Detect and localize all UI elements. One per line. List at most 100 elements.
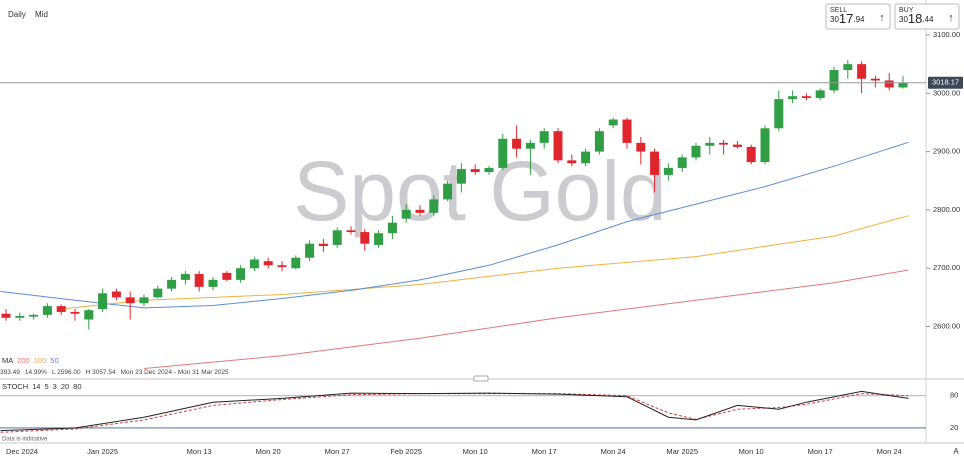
candle-body [581,151,591,164]
y-tick-label: 2700.00 [933,263,960,272]
candle-body [801,96,811,98]
candle-body [608,119,618,126]
x-tick-label: Mon 17 [532,447,557,456]
candle-body [636,142,646,152]
candle-body [443,183,453,200]
x-tick-label: Mon 20 [256,447,281,456]
candle-body [180,274,190,280]
candle-body [732,144,742,147]
stoch-tick-label: 20 [950,423,958,432]
stat: Mon 23 Dec 2024 - Mon 31 Mar 2025 [121,369,229,376]
candle-body [650,151,660,175]
buy-arrow: ↑ [948,12,954,24]
price-type[interactable]: Mid [35,10,48,19]
sell-price-part: 17 [839,11,853,26]
candle-body [663,167,673,175]
x-tick-label: Mon 10 [739,447,764,456]
sell-price-part: .94 [853,15,865,24]
x-tick-label: Mon 24 [601,447,626,456]
candle-body [788,96,798,100]
candle-body [774,99,784,129]
y-tick-label: 2800.00 [933,205,960,214]
stoch-param: 5 [44,382,48,391]
candle-body [374,233,384,245]
watermark-title: Spot Gold [293,144,667,238]
x-tick-label: Mon 17 [808,447,833,456]
ma-legend-item: 100 [34,356,47,365]
candle-body [29,314,39,317]
candle-body [98,293,108,310]
stoch-param: 80 [73,382,81,391]
x-tick-label: Mon 27 [325,447,350,456]
candle-body [857,64,867,79]
buy-price: 3018.44 [899,11,934,26]
x-tick-label: Mar 2025 [666,447,698,456]
candle-body [429,199,439,213]
x-tick-label: Feb 2025 [390,447,422,456]
y-tick-label: 2600.00 [933,322,960,331]
sell-price: 3017.94 [830,11,865,26]
candle-body [843,64,853,70]
panel-handle[interactable] [473,375,489,382]
stoch-label: STOCH [2,382,28,391]
candle-body [691,145,701,158]
ma-line [143,269,909,369]
sell-box[interactable] [825,3,891,30]
candle-body [622,119,632,143]
candle-body [318,243,328,247]
candle-body [705,142,715,146]
y-tick-label: 3100.00 [933,30,960,39]
candle-body [277,265,287,268]
candle-body [305,243,315,258]
y-tick-label: 2900.00 [933,147,960,156]
candle-body [387,222,397,234]
ma-legend-label: MA [2,356,13,365]
candle-body [415,209,425,213]
x-tick-label: Mon 10 [463,447,488,456]
candle-body [539,131,549,143]
candle-body [594,131,604,152]
y-tick-label: 3000.00 [933,88,960,97]
candle-body [567,160,577,164]
candle-body [677,157,687,168]
candle-body [56,306,66,312]
candle-body [222,272,232,280]
stoch-k-line [0,390,909,432]
current-price-box [928,76,963,89]
ma-line [61,215,909,310]
timeframe[interactable]: Daily [8,10,26,19]
stat: L 2596.00 [52,369,81,376]
candle-body [236,268,246,280]
x-tick-label: Dec 2024 [6,447,38,456]
stat: 393.49 [0,369,20,376]
candle-body [291,257,301,269]
candle-body [884,80,894,88]
candle-body [760,128,770,163]
buy-price-part: 30 [899,15,908,24]
candle-body [401,209,411,219]
candle-body [360,232,370,244]
x-tick-label: Jan 2025 [87,447,118,456]
stats: 393.49 14.99% L 2596.00 H 3057.54 Mon 23 Dec… [0,369,229,376]
candle-body [111,291,121,298]
candle-body [125,297,135,304]
stoch-legend: STOCH 14 5 3 20 80 [2,382,82,391]
candle-body [456,169,466,184]
stat: H 3057.54 [86,369,116,376]
sell-label: SELL [830,7,847,14]
buy-box[interactable] [894,3,960,30]
candle-body [719,142,729,145]
candle-body [263,261,273,266]
stoch-tick-label: 80 [950,391,958,400]
sell-arrow: ↑ [879,12,885,24]
buy-price-part: 18 [908,11,922,26]
current-price-label: 3018.17 [932,78,959,87]
candle-body [470,169,480,173]
candle-body [208,279,218,287]
candle-body [553,131,563,161]
buy-price-part: .44 [922,15,934,24]
candle-body [167,279,177,289]
candle-body [332,230,342,245]
